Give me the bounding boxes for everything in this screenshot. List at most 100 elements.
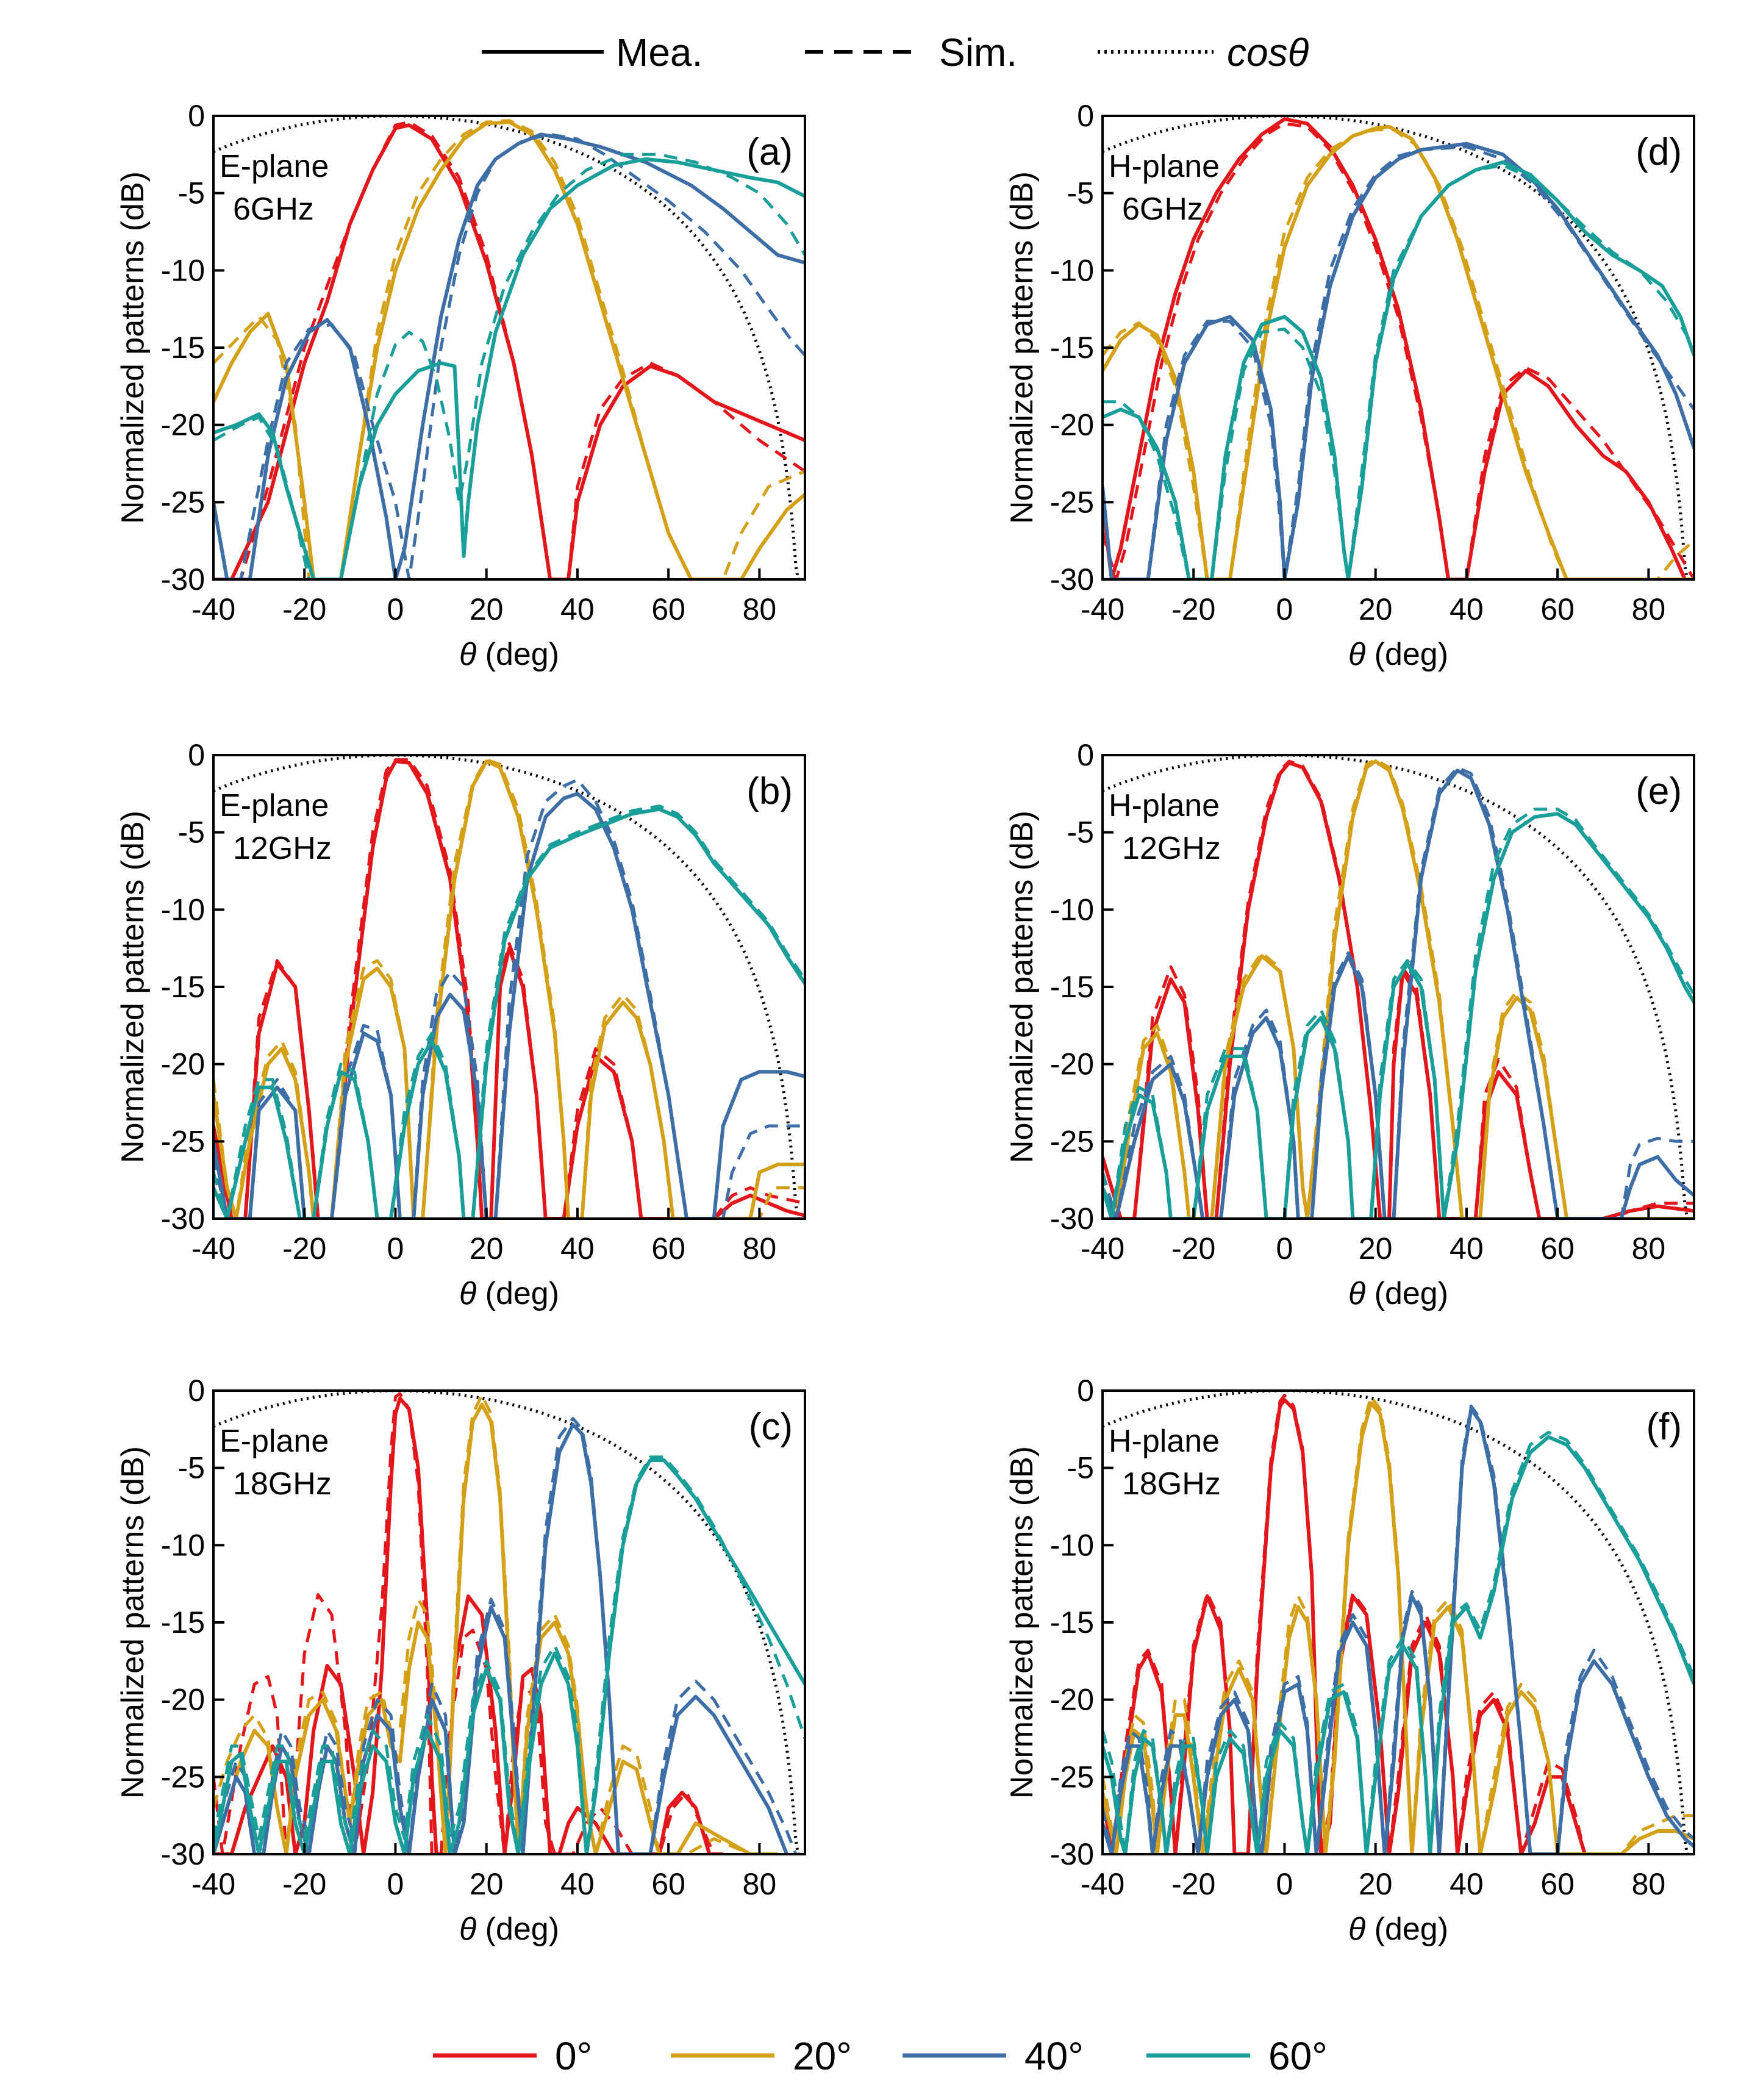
y-tick-label: -30 [1050,562,1094,597]
x-axis-title: θ (deg) [459,637,559,672]
series-20deg-mea [1103,1401,1694,1854]
x-tick-label: 60 [651,592,685,626]
y-tick-label: -5 [1067,1451,1094,1485]
y-tick-label: -30 [1050,1202,1094,1236]
cos-theta-curve [1103,1391,1692,1854]
y-axis-title: Normalized patterns (dB) [115,1446,151,1799]
x-axis-title: θ (deg) [459,1912,559,1947]
series-60deg-mea [1103,812,1694,1219]
y-tick-label: -30 [161,1837,205,1871]
legend-60deg-label: 60° [1268,2034,1328,2078]
x-tick-label: -20 [1171,592,1215,626]
y-tick-label: -15 [161,970,205,1004]
y-tick-label: -5 [178,176,205,210]
y-axis-title: Normalized patterns (dB) [1004,811,1040,1163]
x-tick-label: 20 [1359,1231,1393,1266]
freq-label: 12GHz [1122,831,1221,866]
series-0deg-mea [213,123,805,579]
plot-frame [1101,115,1695,581]
series-60deg-mea [1103,1435,1694,1854]
y-tick-label: -30 [1050,1837,1094,1871]
legend-40deg-label: 40° [1024,2034,1084,2078]
y-tick-label: -15 [1050,1605,1094,1640]
x-tick-label: 0 [387,1231,404,1266]
x-tick-label: 20 [470,1867,504,1901]
freq-label: 18GHz [1122,1466,1221,1502]
series-0deg-sim [213,758,805,1219]
freq-label: 6GHz [1122,192,1203,227]
y-tick-label: -20 [1050,1683,1094,1717]
x-tick-label: 80 [1632,592,1666,626]
y-tick-label: -5 [178,815,205,850]
series-60deg-mea [1103,160,1694,579]
y-axis-title: Normalized patterns (dB) [1004,171,1040,524]
panel-label: (a) [746,131,793,173]
legend-bottom: 0° 20° 40° 60° [433,2034,1328,2078]
panels: -40 -20 0 20 40 60 80 0 -5 -10 -15 -20 -25 -30 θ (deg)… [115,99,1695,1947]
plane-label: E-plane [220,788,329,823]
panel-label: (b) [746,770,793,812]
cos-theta-curve [213,1391,803,1854]
legend-20deg-label: 20° [793,2034,852,2078]
y-axis-title: Normalized patterns (dB) [1004,1446,1040,1799]
x-tick-label: 0 [1276,1867,1293,1901]
series-0deg-mea [213,759,805,1219]
freq-label: 6GHz [233,192,314,227]
y-tick-label: 0 [188,99,205,133]
y-tick-label: -25 [1050,485,1094,519]
y-tick-label: 0 [188,1374,205,1408]
x-axis-title: θ (deg) [1348,1912,1448,1947]
x-tick-label: -20 [282,1231,326,1266]
series-20deg-sim [213,758,805,1219]
plane-label: E-plane [220,149,329,184]
x-tick-label: -40 [191,1867,235,1901]
x-tick-label: 20 [1359,592,1393,626]
series-40deg-sim [213,1417,798,1854]
series-0deg-mea [1103,1398,1603,1854]
cos-theta-curve [213,755,803,1219]
x-tick-label: 60 [651,1231,685,1266]
series-40deg-mea [213,1422,788,1854]
panel-e: -40 -20 0 20 40 60 80 0 -5 -10 -15 -20 -25 -30 θ (deg)… [1004,738,1695,1311]
x-tick-label: 80 [743,1867,777,1901]
x-tick-label: 0 [1276,1231,1293,1266]
x-tick-label: 40 [560,1231,595,1266]
series-60deg-mea [213,157,805,579]
x-tick-label: -20 [282,1867,326,1901]
y-tick-label: 0 [1077,1374,1094,1408]
series-60deg-sim [1103,808,1694,1219]
y-tick-label: -15 [1050,331,1094,365]
legend-cos-label: cosθ [1227,30,1309,74]
series-40deg-mea [1103,769,1694,1219]
x-tick-label: -40 [1081,592,1124,626]
x-tick-label: 0 [387,592,404,626]
y-tick-label: -10 [1050,892,1094,926]
y-tick-label: -10 [161,1528,205,1562]
y-tick-label: -20 [1050,1047,1094,1081]
y-tick-label: -25 [1050,1124,1094,1158]
x-tick-label: 80 [1632,1867,1666,1901]
y-axis-title: Normalized patterns (dB) [115,171,151,524]
panel-f: -40 -20 0 20 40 60 80 0 -5 -10 -15 -20 -25 -30 θ (deg)… [1004,1374,1695,1947]
x-tick-label: 20 [470,592,504,626]
panel-a: -40 -20 0 20 40 60 80 0 -5 -10 -15 -20 -25 -30 θ (deg)… [115,99,806,672]
x-tick-label: 40 [560,592,595,626]
y-tick-label: -25 [161,1760,205,1794]
x-tick-label: -40 [1081,1231,1124,1266]
x-tick-label: 60 [1540,592,1575,626]
y-tick-label: -20 [161,1683,205,1717]
y-tick-label: -15 [1050,970,1094,1004]
x-tick-label: 40 [560,1867,595,1901]
plane-label: H-plane [1109,1424,1220,1459]
y-tick-label: -20 [161,408,205,442]
series-20deg-mea [213,120,805,579]
legend-0deg-label: 0° [555,2034,592,2078]
x-tick-label: 0 [1276,592,1293,626]
x-tick-label: -40 [1081,1867,1124,1901]
panel-d: -40 -20 0 20 40 60 80 0 -5 -10 -15 -20 -25 -30 θ (deg)… [1004,99,1695,672]
y-tick-label: -5 [1067,176,1094,210]
series-60deg-sim [213,152,805,579]
plot-frame [212,1389,806,1855]
y-tick-label: -25 [161,1124,205,1158]
x-tick-label: 80 [743,1231,777,1266]
